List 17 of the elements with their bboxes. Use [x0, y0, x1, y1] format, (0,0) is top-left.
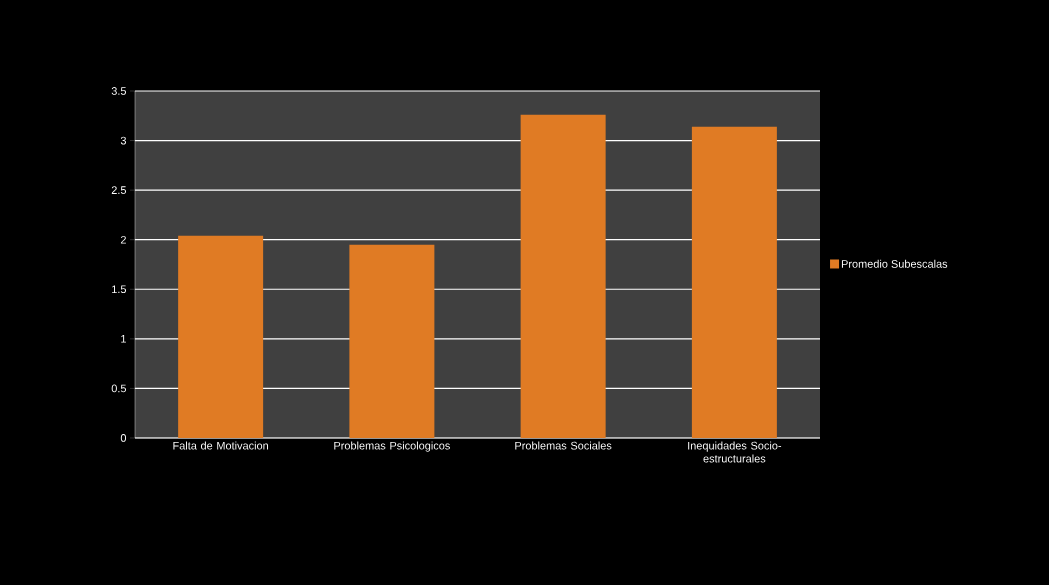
y-tick-label: 1 [121, 335, 126, 343]
x-tick-label: Problemas Psicologicos [334, 441, 450, 452]
y-tick-label: 2 [120, 235, 126, 244]
y-tick-label: 0.5 [111, 384, 127, 393]
bar [178, 235, 264, 438]
y-tick-label: 1.5 [112, 285, 127, 294]
y-tick-label: 2.5 [111, 186, 127, 195]
legend-label: Promedio Subescalas [841, 259, 948, 268]
y-tick-label: 0 [120, 434, 127, 442]
x-tick-label: Problemas Sociales [515, 441, 612, 450]
bar [520, 114, 606, 438]
x-tick-label: Inequidades Socio-estructurales [688, 441, 782, 463]
y-tick-label: 3 [120, 136, 126, 145]
bar [349, 244, 435, 438]
bar [691, 126, 777, 438]
y-tick-label: 3.5 [111, 87, 127, 95]
x-tick-label: Falta de Motivacion [173, 441, 269, 450]
